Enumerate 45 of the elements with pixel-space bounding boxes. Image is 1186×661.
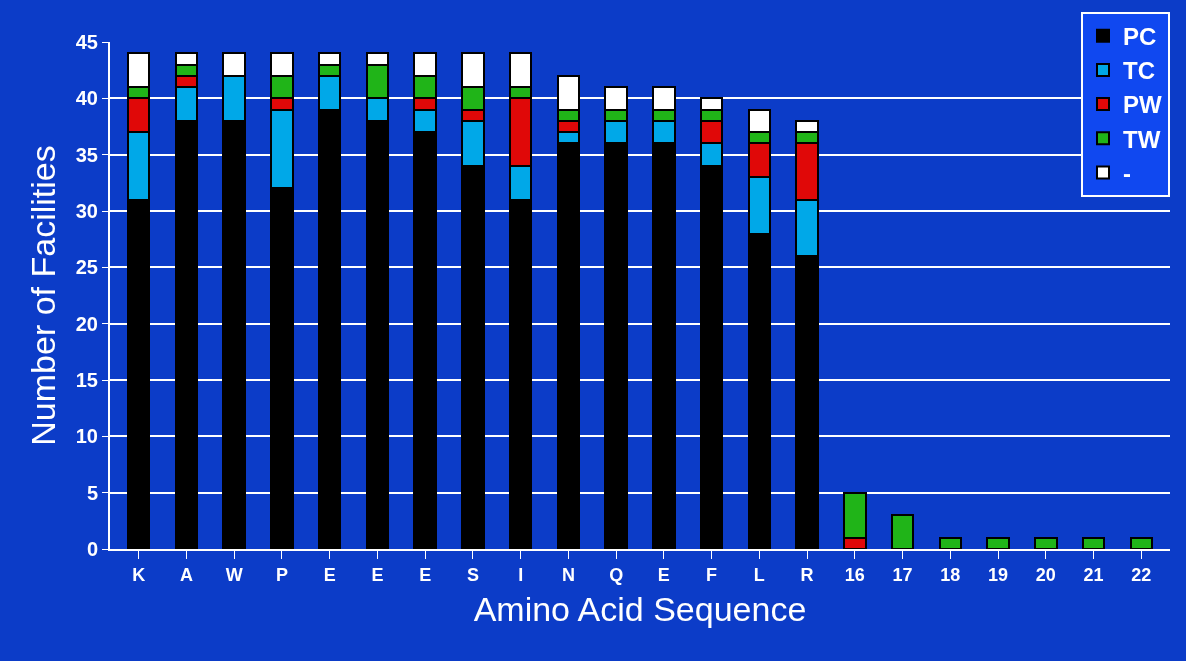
bar — [1129, 536, 1154, 549]
y-tick-label: 35 — [75, 143, 98, 166]
y-tick-label: 0 — [86, 538, 98, 560]
x-tick-label: E — [323, 564, 336, 585]
bar — [890, 514, 915, 549]
x-tick-label: F — [706, 564, 718, 585]
x-tick-label: K — [132, 564, 146, 585]
x-tick-label: E — [371, 564, 384, 585]
bar — [986, 536, 1010, 549]
x-tick-label: I — [518, 564, 524, 585]
x-tick-label: 21 — [1083, 564, 1104, 585]
x-tick-label: 17 — [892, 564, 913, 585]
x-tick-label: W — [225, 564, 243, 585]
y-tick-label: 30 — [75, 200, 98, 222]
x-axis-title: Amino Acid Sequence — [473, 590, 807, 629]
x-tick-label: L — [753, 564, 765, 585]
legend-label: PC — [1123, 23, 1157, 51]
y-tick-label: 40 — [75, 87, 98, 110]
y-tick-label: 20 — [75, 312, 98, 335]
bar — [1034, 536, 1058, 549]
y-axis-title: Number of Facilities — [23, 145, 62, 446]
y-tick-label: 25 — [75, 256, 98, 279]
x-tick-label: 22 — [1131, 564, 1152, 585]
x-tick-label: 19 — [988, 564, 1009, 585]
y-tick-label: 15 — [75, 369, 98, 391]
legend-label: TC — [1123, 57, 1155, 85]
legend-label: PW — [1123, 91, 1163, 119]
legend-label: - — [1123, 159, 1131, 187]
x-tick-label: E — [419, 564, 432, 585]
y-tick-label: 10 — [75, 425, 98, 448]
x-tick-label: 16 — [844, 564, 865, 585]
y-tick-label: 45 — [75, 31, 98, 53]
x-tick-label: 18 — [940, 564, 961, 585]
x-tick-label: 20 — [1035, 564, 1056, 585]
x-tick-label: R — [800, 564, 814, 585]
x-tick-label: A — [179, 564, 193, 585]
bar — [938, 536, 963, 549]
x-tick-label: Q — [609, 564, 624, 585]
x-tick-label: E — [657, 564, 670, 585]
x-tick-label: N — [561, 564, 575, 585]
legend-label: TW — [1123, 125, 1161, 153]
y-tick-label: 5 — [86, 481, 98, 504]
x-tick-label: P — [275, 564, 288, 585]
x-tick-label: S — [466, 564, 479, 585]
bar — [1081, 536, 1106, 549]
